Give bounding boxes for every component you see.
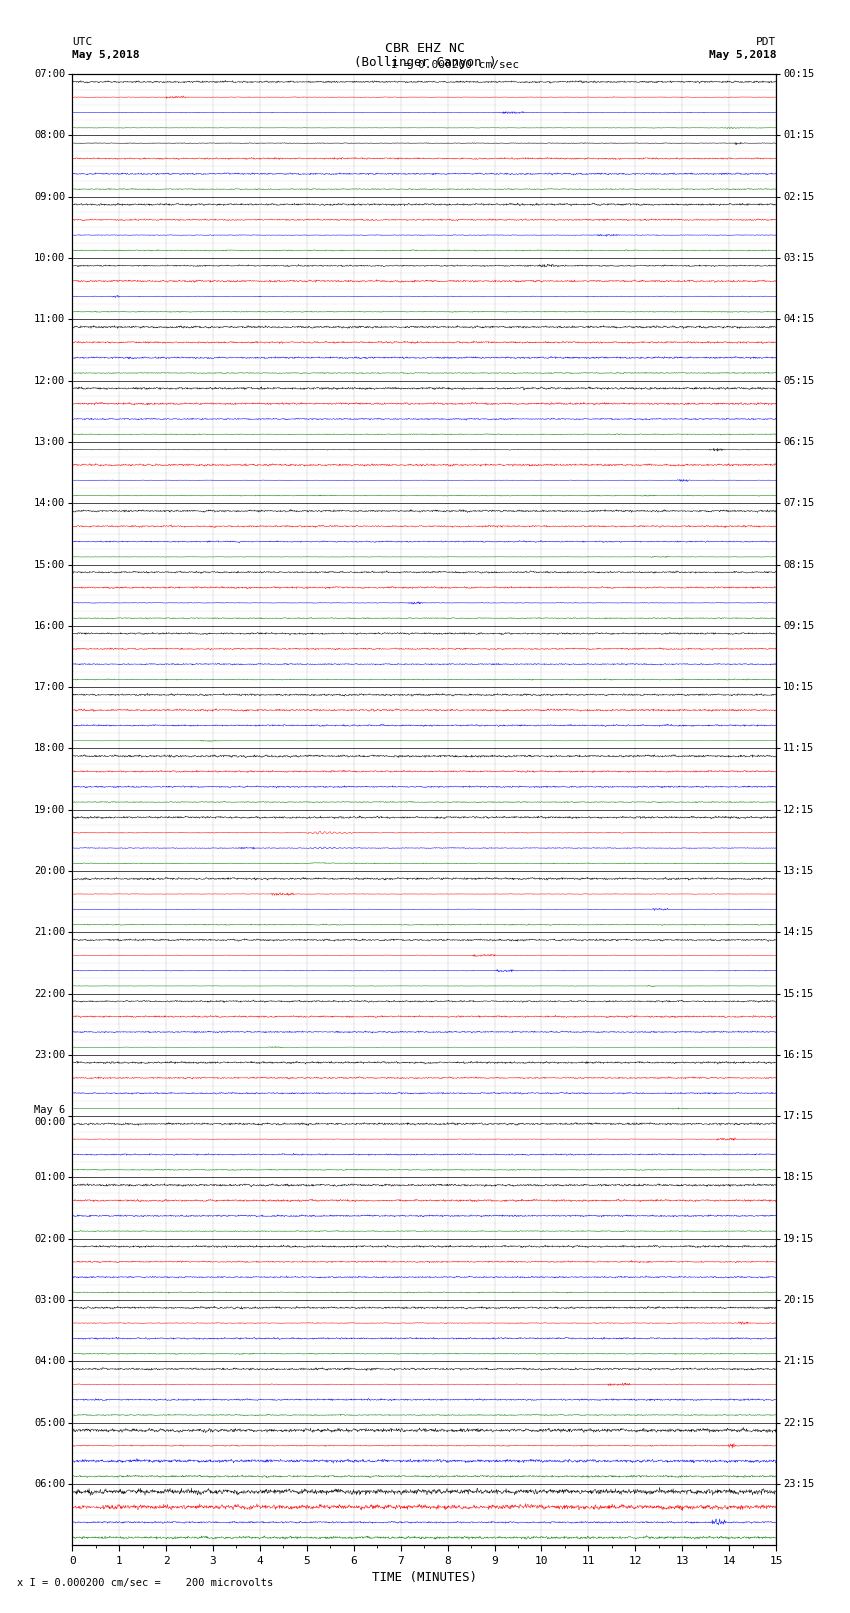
Text: CBR EHZ NC: CBR EHZ NC [385,42,465,55]
Text: x I = 0.000200 cm/sec =    200 microvolts: x I = 0.000200 cm/sec = 200 microvolts [17,1578,273,1587]
Text: (Bollinger Canyon ): (Bollinger Canyon ) [354,56,496,69]
Text: PDT: PDT [756,37,776,47]
Text: May 5,2018: May 5,2018 [709,50,776,60]
X-axis label: TIME (MINUTES): TIME (MINUTES) [371,1571,477,1584]
Text: UTC: UTC [72,37,93,47]
Text: May 5,2018: May 5,2018 [72,50,139,60]
Text: I = 0.000200 cm/sec: I = 0.000200 cm/sec [391,60,519,69]
